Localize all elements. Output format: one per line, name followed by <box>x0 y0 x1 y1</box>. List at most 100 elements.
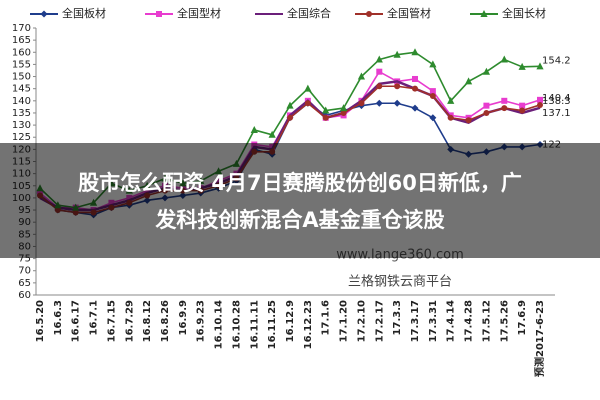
x-tick-label: 17.2.10 <box>356 300 367 342</box>
y-tick-label: 140 <box>12 96 31 107</box>
data-point <box>537 96 543 103</box>
x-tick-label: 17.1.20 <box>339 300 350 342</box>
x-tick-label: 16.8.26 <box>160 300 171 342</box>
data-point <box>411 104 419 112</box>
y-tick-label: 150 <box>12 72 31 83</box>
data-point <box>268 130 276 138</box>
data-point <box>393 50 401 58</box>
banner <box>0 143 600 258</box>
data-point <box>375 55 383 63</box>
data-point <box>483 109 490 116</box>
legend-label: 全国型材 <box>177 6 221 20</box>
banner-text: 发科技创新混合A基金重仓该股 <box>154 208 444 232</box>
legend-label: 全国管材 <box>387 6 431 20</box>
y-tick-label: 65 <box>18 278 31 289</box>
x-tick-label: 16.11.25 <box>267 300 278 349</box>
x-tick-label: 17.5.26 <box>499 300 510 342</box>
data-point <box>304 84 312 92</box>
y-tick-label: 145 <box>12 84 31 95</box>
data-point <box>357 72 366 80</box>
data-point <box>358 100 365 107</box>
data-point <box>482 67 491 75</box>
data-point <box>287 114 293 121</box>
x-tick-label: 16.12.23 <box>303 300 314 349</box>
x-tick-label: 17.4.28 <box>464 300 475 342</box>
x-tick-label: 16.9.9 <box>178 300 189 335</box>
y-tick-label: 170 <box>12 23 31 34</box>
value-label: 138.3 <box>542 96 571 107</box>
data-point <box>411 48 419 56</box>
data-point <box>519 102 526 109</box>
x-tick-label: 17.4.14 <box>446 300 457 342</box>
data-point <box>483 102 490 109</box>
y-tick-label: 60 <box>18 290 31 301</box>
data-point <box>537 101 543 108</box>
value-label: 137.1 <box>542 108 571 119</box>
data-point <box>376 68 383 75</box>
x-tick-label: 16.10.28 <box>231 300 242 349</box>
data-point <box>501 97 508 104</box>
data-point <box>447 96 455 104</box>
data-point <box>393 99 401 107</box>
y-tick-label: 75 <box>18 254 31 265</box>
data-point <box>375 99 383 107</box>
banner-text: 股市怎么配资 4月7日赛腾股份创60日新低，广 <box>78 171 522 195</box>
data-point <box>429 88 436 95</box>
data-point <box>465 117 472 124</box>
legend-marker <box>40 10 48 18</box>
y-tick-label: 125 <box>12 132 31 143</box>
data-point <box>394 83 401 90</box>
y-tick-label: 155 <box>12 59 31 70</box>
data-point <box>304 100 311 107</box>
data-point <box>464 77 473 85</box>
data-point <box>376 83 383 90</box>
data-point <box>500 55 508 63</box>
x-tick-label: 16.6.17 <box>71 300 82 342</box>
x-tick-label: 17.1.6 <box>321 300 332 335</box>
x-tick-label: 预测2017-6-23 <box>533 300 546 377</box>
legend-marker <box>156 11 162 17</box>
legend-marker <box>366 11 372 17</box>
x-tick-label: 16.12.9 <box>285 300 296 342</box>
data-point <box>429 92 436 99</box>
data-point <box>536 62 544 70</box>
y-tick-label: 130 <box>12 120 31 131</box>
data-point <box>322 106 330 114</box>
y-tick-label: 160 <box>12 47 31 58</box>
x-tick-label: 17.2.17 <box>374 300 385 342</box>
x-tick-label: 16.8.12 <box>142 300 153 342</box>
x-tick-label: 16.7.15 <box>106 300 117 342</box>
legend-label: 全国板材 <box>62 6 106 20</box>
y-tick-label: 135 <box>12 108 31 119</box>
data-point <box>447 114 454 121</box>
data-point <box>429 60 437 68</box>
legend-label: 全国长材 <box>502 6 546 20</box>
y-tick-label: 165 <box>12 35 31 46</box>
x-tick-label: 16.10.14 <box>214 300 225 349</box>
y-tick-label: 70 <box>18 266 31 277</box>
value-label: 154.2 <box>542 55 571 66</box>
data-point <box>429 114 437 122</box>
x-tick-label: 16.5.20 <box>35 300 46 342</box>
x-tick-label: 17.3.31 <box>428 300 439 342</box>
value-label: 140.4 <box>542 93 571 104</box>
legend-label: 全国综合 <box>287 6 331 20</box>
x-tick-label: 17.6.9 <box>517 300 528 335</box>
x-tick-label: 16.7.29 <box>124 300 135 342</box>
x-tick-label: 17.3.3 <box>392 300 403 335</box>
legend-marker <box>480 10 488 17</box>
x-tick-label: 16.6.3 <box>53 300 64 335</box>
data-point <box>518 62 526 70</box>
x-tick-label: 16.11.11 <box>249 300 260 349</box>
watermark: 兰格钢铁云商平台 <box>348 274 452 290</box>
x-tick-label: 16.7.1 <box>89 300 100 335</box>
x-tick-label: 17.5.12 <box>481 300 492 342</box>
data-point <box>519 107 526 114</box>
data-point <box>412 85 418 92</box>
data-point <box>286 101 294 109</box>
x-tick-label: 17.3.17 <box>410 300 421 342</box>
data-point <box>501 105 508 112</box>
data-point <box>340 109 347 116</box>
x-tick-label: 16.9.23 <box>196 300 207 342</box>
